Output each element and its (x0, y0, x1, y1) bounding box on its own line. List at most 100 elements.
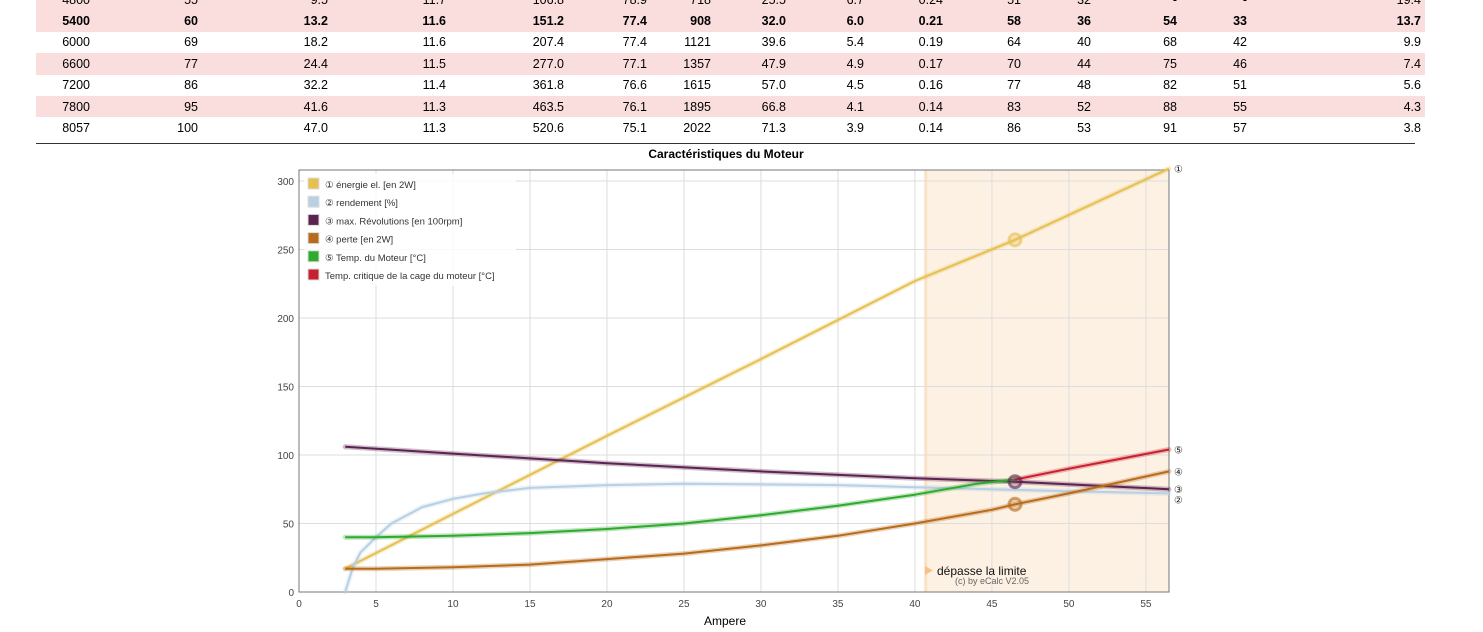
table-cell: 6.0 (790, 10, 868, 32)
series-line (345, 470, 1170, 570)
legend-label: ② rendement [%] (325, 198, 398, 209)
limit-label: dépasse la limite (937, 564, 1027, 578)
table-cell: 9.5 (202, 0, 332, 11)
table-cell: 5.4 (846, 35, 864, 50)
table-cell: 207.4 (532, 35, 564, 50)
table-cell: 277.0 (450, 53, 568, 75)
data-table: 4800559.511.7106.878.971825.56.70.245132… (36, 0, 1425, 139)
table-row: 7800 95 41.6 11.3 463.5 76.1 1895 66.8 4.1 0.14 83… (36, 95, 1425, 118)
table-body: 4800559.511.7106.878.971825.56.70.245132… (36, 0, 1425, 139)
table-cell: 55 (1181, 95, 1251, 118)
table-cell: 361.8 (532, 78, 564, 93)
legend-box (304, 174, 516, 286)
table-cell: 77 (94, 53, 202, 75)
table-cell: 42 (1233, 35, 1247, 50)
table-cell: 60 (94, 10, 202, 32)
table-cell: 11.3 (332, 95, 450, 118)
table-cell: 47.9 (715, 53, 790, 75)
y-tick-label: 300 (277, 177, 294, 188)
table-cell: 100 (177, 121, 198, 136)
plot-frame (298, 169, 1170, 593)
legend-swatch (307, 195, 320, 208)
table-cell: 11.6 (332, 10, 450, 32)
series-end-label: ② (1174, 495, 1183, 506)
table-cell: 0.14 (868, 95, 947, 118)
table-cell: 6.7 (790, 0, 868, 11)
table-cell: 6600 (36, 53, 94, 75)
table-cell: 48 (1077, 78, 1091, 93)
table-cell: 7800 (36, 95, 94, 118)
table-cell: 77.4 (622, 35, 647, 50)
table-cell: 0.16 (918, 78, 943, 93)
table-cell: 9.9 (1403, 35, 1421, 50)
table-cell: - (1181, 0, 1251, 11)
x-tick-label: 40 (909, 599, 921, 610)
series-end-label: ⑤ (1174, 446, 1183, 457)
series-line (345, 445, 1170, 491)
table-cell: 88 (1095, 95, 1181, 118)
legend-swatch (307, 213, 320, 226)
table-row: 8057 100 47.0 11.3 520.6 75.1 2022 71.3 3.9 0.14 8… (36, 117, 1425, 138)
table-cell: 86 (1007, 121, 1021, 136)
table-cell: 4.5 (846, 78, 864, 93)
table-cell: 57 (1233, 121, 1247, 136)
table-cell: 19.4 (1251, 0, 1425, 11)
credit-label: (c) by eCalc V2.05 (955, 576, 1029, 586)
x-tick-label: 5 (373, 599, 379, 610)
legend-label: ① énergie el. [en 2W] (325, 180, 416, 191)
x-tick-label: 15 (524, 599, 536, 610)
table-cell: 33 (1181, 10, 1251, 32)
table-cell: 76.6 (622, 78, 647, 93)
table-cell: 13.2 (202, 10, 332, 32)
table-cell: 11.6 (422, 35, 446, 50)
table-cell: 520.6 (532, 121, 564, 136)
table-cell: 82 (1163, 78, 1177, 93)
table-cell: 3.8 (1403, 121, 1421, 136)
table-cell: 1615 (683, 78, 711, 93)
y-tick-label: 50 (283, 519, 295, 530)
table-cell: 41.6 (202, 95, 332, 118)
table-cell: 69 (184, 35, 198, 50)
table-cell: 58 (947, 10, 1025, 32)
table-cell: 0.14 (918, 121, 943, 136)
table-cell: 0.19 (918, 35, 943, 50)
y-tick-label: 200 (277, 314, 294, 325)
table-cell: 51 (1233, 78, 1247, 93)
table-cell: 64 (1007, 35, 1021, 50)
table-cell: 0.17 (868, 53, 947, 75)
table-cell: 51 (947, 0, 1025, 11)
table-cell: 75.1 (622, 121, 647, 136)
table-cell: - (1095, 0, 1181, 11)
x-tick-label: 45 (986, 599, 998, 610)
legend-swatch (307, 232, 320, 245)
y-tick-label: 0 (288, 588, 294, 599)
table-bottom-rule (36, 143, 1415, 144)
x-tick-label: 55 (1140, 599, 1152, 610)
legend-swatch (307, 250, 320, 263)
y-tick-label: 100 (277, 451, 294, 462)
table-cell: 463.5 (450, 95, 568, 118)
table-cell: 24.4 (202, 53, 332, 75)
table-cell: 54 (1095, 10, 1181, 32)
table-cell: 7.4 (1251, 53, 1425, 75)
table-cell: 5.6 (1403, 78, 1421, 93)
chart-title: Caractéristiques du Moteur (648, 147, 804, 161)
table-cell: 76.1 (568, 95, 651, 118)
table-cell: 5400 (36, 10, 94, 32)
data-table-container: 4800559.511.7106.878.971825.56.70.245132… (36, 0, 1425, 139)
table-cell: 18.2 (303, 35, 328, 50)
table-cell: 78.9 (568, 0, 651, 11)
y-tick-label: 150 (277, 382, 294, 393)
x-tick-label: 30 (755, 599, 767, 610)
table-cell: 77.1 (568, 53, 651, 75)
table-row: 7200 86 32.2 11.4 361.8 76.6 1615 57.0 4.5 0.16 77… (36, 75, 1425, 96)
legend-label: Temp. critique de la cage du moteur [°C] (325, 271, 495, 282)
table-cell: 77.4 (568, 10, 651, 32)
x-tick-label: 25 (678, 599, 690, 610)
x-axis-label: Ampere (704, 614, 746, 628)
table-cell: 0.24 (868, 0, 947, 11)
table-row: 6600 77 24.4 11.5 277.0 77.1 1357 47.9 4.9 0.17 70… (36, 53, 1425, 75)
x-tick-label: 35 (832, 599, 844, 610)
series-end-label: ① (1174, 165, 1183, 176)
